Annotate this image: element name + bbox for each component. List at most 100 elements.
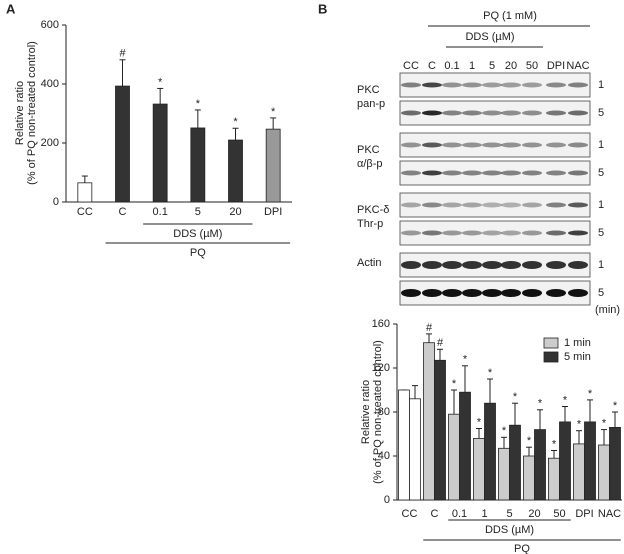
blot-band: [482, 230, 502, 236]
annotation: *: [538, 398, 543, 410]
bar: [448, 413, 460, 501]
x-tick-label: C: [119, 206, 127, 218]
annotation: *: [577, 419, 582, 431]
panel-label: A: [6, 1, 16, 16]
blot-band: [462, 202, 482, 208]
bar: [228, 139, 243, 203]
bar: [77, 182, 93, 203]
blot-band: [482, 170, 502, 176]
group-label: DDS (µM): [485, 524, 534, 536]
x-tick-label: 1: [481, 508, 487, 520]
bar: [398, 389, 410, 501]
lane-label: 5: [489, 60, 495, 72]
lane-label: 0.1: [444, 60, 459, 72]
blot-band: [462, 261, 482, 269]
blot-band: [522, 202, 542, 208]
annotation: *: [613, 400, 618, 412]
blot-band: [462, 142, 482, 148]
time-label: 1: [598, 139, 604, 151]
lane-label: 1: [469, 60, 475, 72]
blot-band: [422, 261, 442, 269]
time-label: 5: [598, 227, 604, 239]
group-label: PQ: [190, 247, 206, 259]
annotation: *: [233, 116, 238, 128]
blot-band: [501, 170, 521, 176]
x-tick-label: 20: [528, 508, 540, 520]
annotation: *: [513, 391, 518, 403]
x-tick-label: 5: [506, 508, 512, 520]
blot-box: [399, 132, 591, 158]
blot-band: [442, 261, 462, 269]
blot-band: [442, 110, 462, 116]
row-label: PKC: [357, 84, 380, 96]
bar: [498, 447, 510, 501]
bar: [152, 103, 168, 203]
y-tick-label: 160: [372, 318, 390, 330]
time-label: 5: [598, 167, 604, 179]
blot-band: [482, 142, 502, 148]
blot-band: [422, 289, 442, 297]
blot-band: [422, 170, 442, 176]
blot-band: [568, 110, 588, 116]
blot-band: [422, 110, 442, 116]
y-tick-label: 40: [378, 450, 390, 462]
lane-label: DPI: [547, 60, 565, 72]
blot-band: [401, 230, 421, 236]
blot-band: [522, 142, 542, 148]
row-label: PKC: [357, 144, 380, 156]
time-label: 1: [598, 79, 604, 91]
bar: [598, 444, 610, 501]
row-label: PKC-δ: [357, 204, 389, 216]
blot-band: [422, 142, 442, 148]
blot-band: [501, 110, 521, 116]
blot-band: [401, 142, 421, 148]
bar: [609, 426, 621, 501]
y-axis-label: (% of PQ non-treated control): [372, 340, 384, 484]
blot-band: [546, 170, 566, 176]
blot-band: [501, 82, 521, 88]
blot-band: [422, 230, 442, 236]
bar: [265, 128, 281, 203]
blot-band: [422, 202, 442, 208]
y-tick-label: 400: [41, 78, 59, 90]
blot-band: [442, 170, 462, 176]
bar: [534, 429, 546, 501]
x-tick-label: DPI: [264, 206, 282, 218]
lane-label: 50: [526, 60, 538, 72]
blot-band: [546, 82, 566, 88]
blot-band: [442, 142, 462, 148]
bar: [190, 127, 206, 203]
y-tick-label: 80: [378, 406, 390, 418]
bar: [434, 359, 446, 501]
blot-band: [522, 170, 542, 176]
blot-band: [568, 202, 588, 208]
blot-band: [482, 82, 502, 88]
blot-band: [401, 170, 421, 176]
row-label: α/β-p: [357, 158, 383, 170]
unit-label: (min): [595, 304, 620, 316]
blot-band: [568, 261, 588, 269]
blot-band: [442, 289, 462, 297]
time-label: 5: [598, 287, 604, 299]
blot-band: [501, 230, 521, 236]
blot-band: [401, 82, 421, 88]
blot-band: [462, 170, 482, 176]
blot-band: [501, 142, 521, 148]
bar: [548, 457, 560, 501]
annotation: *: [452, 378, 457, 390]
blot-band: [482, 261, 502, 269]
annotation: *: [158, 76, 163, 88]
bar: [115, 85, 130, 203]
x-tick-label: DPI: [575, 508, 593, 520]
y-tick-label: 600: [41, 19, 59, 31]
bar: [484, 402, 496, 501]
group-label: DDS (µM): [173, 228, 222, 240]
annotation: *: [588, 388, 593, 400]
lane-label: NAC: [566, 60, 589, 72]
annotation: #: [426, 322, 433, 334]
time-label: 5: [598, 107, 604, 119]
bar: [584, 421, 596, 501]
blot-band: [401, 110, 421, 116]
annotation: #: [119, 48, 126, 60]
